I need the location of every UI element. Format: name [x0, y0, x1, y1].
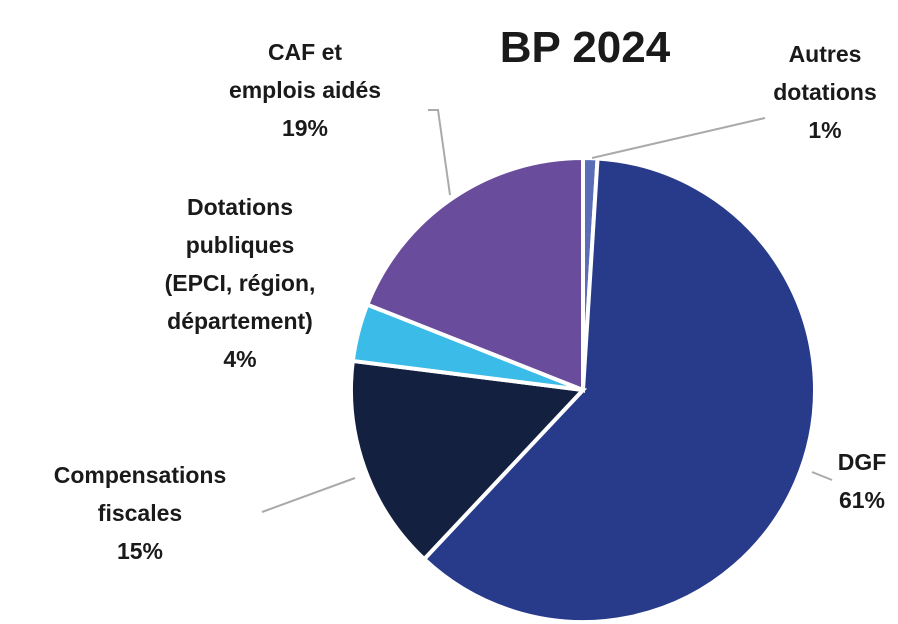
slice-label: CAF et emplois aidés 19% [229, 39, 381, 141]
value-label: 61% [839, 487, 885, 513]
leader-line [811, 471, 833, 481]
category-label: Compensations fiscales [54, 462, 227, 526]
slice-label: Compensations fiscales 15% [54, 462, 227, 564]
slice-label: DGF 61% [838, 449, 887, 513]
category-label: Dotations publiques (EPCI, région, départem… [165, 194, 316, 334]
slice-label: Dotations publiques (EPCI, région, départem… [165, 194, 316, 372]
category-label: DGF [838, 449, 887, 475]
value-label: 1% [808, 117, 841, 143]
pie-slice [364, 155, 585, 393]
category-label: Autres dotations [773, 41, 877, 105]
leader-line [591, 117, 766, 159]
leader-line [428, 109, 451, 196]
category-label: CAF et emplois aidés [229, 39, 381, 103]
value-label: 4% [223, 346, 256, 372]
slice-label: Autres dotations 1% [773, 41, 877, 143]
chart-title: BP 2024 [500, 23, 671, 72]
value-label: 19% [282, 115, 328, 141]
pie-slice [421, 156, 817, 624]
value-label: 15% [117, 538, 163, 564]
leader-line [261, 477, 356, 513]
pie-slice [349, 358, 588, 562]
